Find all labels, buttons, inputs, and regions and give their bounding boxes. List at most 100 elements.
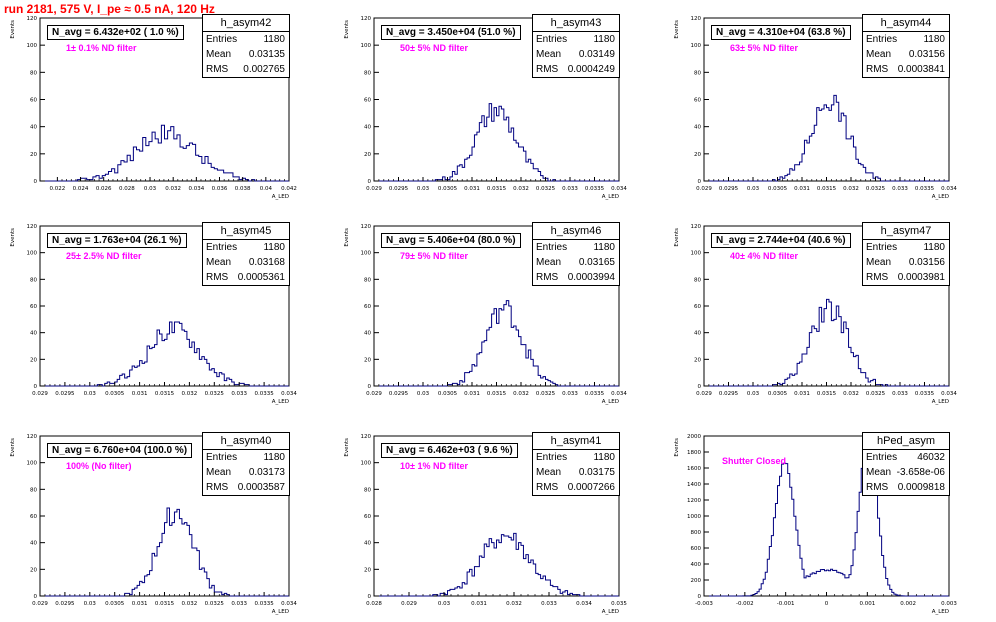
stats-value: 0.0009818 <box>897 482 945 493</box>
x-tick-label: 0.022 <box>49 186 65 192</box>
x-tick-label: 0.031 <box>794 186 810 192</box>
stats-histogram-name: h_asym43 <box>533 15 619 32</box>
x-tick-label: 0.034 <box>941 391 957 397</box>
stats-key: Entries <box>536 452 568 463</box>
x-tick-label: 0.034 <box>611 186 627 192</box>
y-axis-title: Events <box>10 228 16 247</box>
stats-value: 1180 <box>923 34 945 45</box>
filter-annotation: 40± 4% ND filter <box>730 251 798 261</box>
x-tick-label: 0.001 <box>859 601 875 607</box>
y-tick-label: 20 <box>694 152 701 158</box>
stats-row: Entries 1180 <box>533 32 619 47</box>
x-tick-label: 0.042 <box>281 186 297 192</box>
navg-label: N_avg = 6.760e+04 (100.0 %) <box>47 443 193 458</box>
x-axis-title: A_LED <box>602 609 619 615</box>
x-tick-label: 0.0305 <box>105 391 125 397</box>
histogram-line <box>374 532 619 597</box>
stats-row: RMS 0.0003981 <box>863 270 949 285</box>
y-tick-label: 20 <box>364 152 371 158</box>
stats-key: Mean <box>206 257 232 268</box>
stats-box: h_asym44 Entries 1180 Mean 0.03156 RMS 0.00038… <box>862 14 950 78</box>
y-tick-label: 40 <box>30 541 37 547</box>
x-tick-label: 0.031 <box>132 601 148 607</box>
y-tick-label: 80 <box>364 277 371 283</box>
y-tick-label: 40 <box>30 331 37 337</box>
stats-box: h_asym43 Entries 1180 Mean 0.03149 RMS 0.00042… <box>532 14 620 78</box>
x-axis-title: A_LED <box>272 194 289 200</box>
histogram-plot: 0.029 0.0295 0.03 0.0305 0.031 0.0315 0.032 0.0… <box>344 224 627 405</box>
stats-box: hPed_asym Entries 46032 Mean -3.658e-06 RMS 0.… <box>862 432 950 496</box>
stats-row: Mean 0.03168 <box>203 255 289 270</box>
stats-key: Mean <box>536 467 562 478</box>
stats-value: 0.0003994 <box>567 272 615 283</box>
stats-key: Entries <box>866 34 898 45</box>
stats-key: Entries <box>206 452 238 463</box>
x-tick-label: 0.026 <box>96 186 112 192</box>
y-tick-label: 120 <box>361 224 372 230</box>
x-tick-label: 0.032 <box>513 391 529 397</box>
x-tick-label: 0.03 <box>747 391 760 397</box>
stats-row: Mean 0.03135 <box>203 47 289 62</box>
stats-value: 0.03156 <box>908 49 945 60</box>
y-tick-label: 40 <box>364 331 371 337</box>
x-axis-title: A_LED <box>272 399 289 405</box>
y-tick-label: 120 <box>27 16 38 22</box>
x-tick-label: 0.035 <box>611 601 627 607</box>
x-tick-label: 0.0325 <box>866 391 886 397</box>
x-tick-label: 0.036 <box>212 186 228 192</box>
y-tick-label: 120 <box>691 224 702 230</box>
x-tick-label: 0.031 <box>464 391 480 397</box>
x-tick-label: 0.033 <box>892 391 908 397</box>
navg-label: N_avg = 1.763e+04 (26.1 %) <box>47 233 187 248</box>
x-tick-label: 0.032 <box>165 186 181 192</box>
x-tick-label: 0.029 <box>366 391 382 397</box>
filter-annotation: 100% (No filter) <box>66 461 132 471</box>
y-tick-label: 1200 <box>687 498 701 504</box>
stats-value: 0.0007266 <box>567 482 615 493</box>
stats-value: 1180 <box>923 242 945 253</box>
histogram-panel: 0.029 0.0295 0.03 0.0305 0.031 0.0315 0.032 0.0… <box>10 432 297 615</box>
stats-row: Entries 46032 <box>863 450 949 465</box>
y-tick-label: 100 <box>361 43 372 49</box>
x-tick-label: 0.0325 <box>866 186 886 192</box>
x-tick-label: 0.033 <box>562 391 578 397</box>
x-tick-label: 0.0335 <box>585 186 605 192</box>
stats-key: RMS <box>206 64 229 75</box>
x-tick-label: 0.0335 <box>915 391 935 397</box>
x-axis-title: A_LED <box>602 194 619 200</box>
navg-label: N_avg = 4.310e+04 (63.8 %) <box>711 25 851 40</box>
x-tick-label: 0.032 <box>843 391 859 397</box>
stats-histogram-name: h_asym41 <box>533 433 619 450</box>
filter-annotation: Shutter Closed <box>722 456 787 466</box>
filter-annotation: 25± 2.5% ND filter <box>66 251 142 261</box>
stats-row: Entries 1180 <box>203 240 289 255</box>
x-tick-label: 0.029 <box>696 391 712 397</box>
navg-label: N_avg = 2.744e+04 (40.6 %) <box>711 233 851 248</box>
stats-key: Mean <box>866 49 892 60</box>
histogram-panel: 0.029 0.0295 0.03 0.0305 0.031 0.0315 0.032 0.0… <box>344 14 627 200</box>
y-tick-label: 100 <box>27 251 38 257</box>
stats-value: 1180 <box>263 242 285 253</box>
y-tick-label: 0 <box>698 179 702 185</box>
x-axis-title: A_LED <box>602 399 619 405</box>
x-tick-label: 0.029 <box>696 186 712 192</box>
y-tick-label: 60 <box>364 304 371 310</box>
histogram-panel: -0.003 -0.002 -0.001 0 0.001 0.002 0.003 0 200 40… <box>674 432 957 615</box>
stats-key: RMS <box>206 272 229 283</box>
x-tick-label: 0.032 <box>513 186 529 192</box>
stats-key: Entries <box>536 242 568 253</box>
stats-row: RMS 0.0007266 <box>533 480 619 495</box>
y-tick-label: 0 <box>34 384 38 390</box>
histogram-line <box>374 103 619 182</box>
stats-key: Mean <box>206 467 232 478</box>
stats-row: Mean 0.03149 <box>533 47 619 62</box>
x-tick-label: 0.0335 <box>254 391 274 397</box>
x-tick-label: -0.001 <box>777 601 795 607</box>
stats-key: RMS <box>866 64 889 75</box>
stats-value: -3.658e-06 <box>896 467 945 478</box>
y-tick-label: 0 <box>368 179 372 185</box>
stats-value: 0.0004249 <box>567 64 615 75</box>
stats-value: 0.0003841 <box>897 64 945 75</box>
stats-row: Entries 1180 <box>533 450 619 465</box>
